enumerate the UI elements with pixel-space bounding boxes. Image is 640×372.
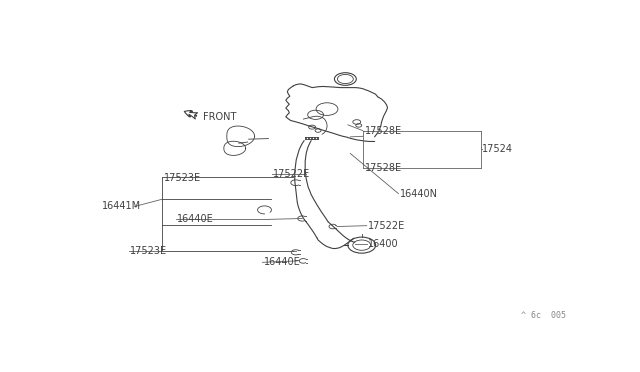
Text: 17523E: 17523E xyxy=(164,173,202,183)
Text: 16400: 16400 xyxy=(367,239,398,249)
Text: 17528E: 17528E xyxy=(365,163,403,173)
Text: 17523E: 17523E xyxy=(129,246,167,256)
Text: 16441M: 16441M xyxy=(102,202,141,211)
Text: FRONT: FRONT xyxy=(203,112,236,122)
Text: 17522E: 17522E xyxy=(273,169,310,179)
Text: 16440E: 16440E xyxy=(264,257,300,267)
Text: ^ 6c  005: ^ 6c 005 xyxy=(522,311,566,320)
Text: 17522E: 17522E xyxy=(367,221,405,231)
Text: 16440N: 16440N xyxy=(400,189,438,199)
Text: 16440E: 16440E xyxy=(177,214,214,224)
Text: 17528E: 17528E xyxy=(365,126,403,135)
Text: 17524: 17524 xyxy=(482,144,513,154)
